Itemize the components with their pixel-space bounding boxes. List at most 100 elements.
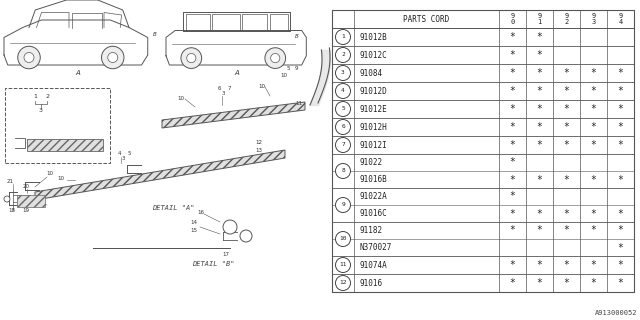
Polygon shape — [29, 0, 129, 28]
Text: 10: 10 — [57, 176, 64, 181]
Text: B: B — [295, 35, 299, 39]
Text: *: * — [591, 278, 596, 288]
Text: *: * — [536, 260, 543, 270]
Text: 9
3: 9 3 — [591, 13, 596, 25]
Text: 9
2: 9 2 — [564, 13, 568, 25]
Text: *: * — [509, 104, 515, 114]
Text: *: * — [536, 140, 543, 150]
Text: DETAIL "B": DETAIL "B" — [192, 261, 234, 267]
Text: *: * — [618, 140, 623, 150]
Text: *: * — [564, 260, 570, 270]
Text: *: * — [536, 122, 543, 132]
Text: A: A — [76, 70, 81, 76]
Text: *: * — [591, 86, 596, 96]
Text: *: * — [564, 226, 570, 236]
Bar — [27, 139, 103, 151]
Text: *: * — [509, 191, 515, 202]
Text: 6: 6 — [218, 86, 221, 91]
Text: 15: 15 — [190, 228, 197, 233]
Polygon shape — [4, 20, 148, 65]
Circle shape — [335, 119, 351, 134]
Circle shape — [335, 138, 351, 153]
Text: *: * — [509, 86, 515, 96]
Text: 18: 18 — [8, 208, 15, 213]
Text: 14: 14 — [190, 220, 197, 225]
Text: 1: 1 — [341, 35, 345, 39]
Text: B: B — [153, 33, 157, 37]
Bar — [332, 10, 634, 292]
Text: *: * — [618, 122, 623, 132]
Text: 9
0: 9 0 — [510, 13, 515, 25]
Text: 5: 5 — [128, 151, 131, 156]
Text: 3: 3 — [39, 108, 43, 113]
Text: 9: 9 — [341, 203, 345, 207]
Text: *: * — [564, 209, 570, 219]
Text: *: * — [509, 226, 515, 236]
Text: *: * — [536, 226, 543, 236]
Text: *: * — [509, 50, 515, 60]
Text: *: * — [536, 50, 543, 60]
Text: 2: 2 — [341, 52, 345, 58]
Text: 3: 3 — [122, 156, 125, 161]
Text: 9
4: 9 4 — [618, 13, 623, 25]
Text: 91022A: 91022A — [359, 192, 387, 201]
Text: *: * — [536, 278, 543, 288]
Circle shape — [271, 53, 280, 63]
Text: 9
1: 9 1 — [538, 13, 541, 25]
Text: N370027: N370027 — [359, 243, 392, 252]
Text: A913000052: A913000052 — [595, 310, 637, 316]
Text: *: * — [591, 68, 596, 78]
Bar — [5, 88, 110, 163]
Circle shape — [335, 258, 351, 273]
Text: *: * — [564, 86, 570, 96]
Text: 3: 3 — [222, 91, 225, 96]
Text: *: * — [618, 86, 623, 96]
Circle shape — [240, 230, 252, 242]
Circle shape — [4, 196, 10, 202]
Text: 10: 10 — [177, 96, 184, 101]
Text: 8: 8 — [341, 169, 345, 173]
Text: 91012B: 91012B — [359, 33, 387, 42]
Text: 1: 1 — [33, 94, 37, 99]
Text: 17: 17 — [222, 252, 229, 257]
Text: *: * — [618, 68, 623, 78]
Polygon shape — [35, 150, 285, 200]
Circle shape — [24, 52, 34, 62]
Text: 12: 12 — [255, 140, 262, 145]
Text: 91084: 91084 — [359, 68, 382, 77]
Text: *: * — [618, 104, 623, 114]
Text: 91012I: 91012I — [359, 140, 387, 149]
Text: *: * — [536, 174, 543, 185]
Text: 21: 21 — [7, 179, 14, 184]
Text: 91182: 91182 — [359, 226, 382, 235]
Text: *: * — [618, 260, 623, 270]
Text: 7: 7 — [228, 86, 232, 91]
Text: 4: 4 — [341, 89, 345, 93]
Text: 2: 2 — [45, 94, 49, 99]
Text: A: A — [235, 70, 239, 76]
Text: 10: 10 — [339, 236, 347, 242]
Text: *: * — [618, 174, 623, 185]
Circle shape — [102, 46, 124, 69]
Text: 13: 13 — [255, 148, 262, 153]
Text: *: * — [591, 104, 596, 114]
Text: 6: 6 — [341, 124, 345, 130]
Polygon shape — [166, 30, 307, 65]
Text: *: * — [591, 174, 596, 185]
Text: 91012D: 91012D — [359, 86, 387, 95]
Circle shape — [335, 29, 351, 44]
Text: PARTS CORD: PARTS CORD — [403, 14, 450, 23]
Circle shape — [335, 101, 351, 116]
Circle shape — [181, 48, 202, 68]
Text: *: * — [509, 174, 515, 185]
Text: *: * — [591, 226, 596, 236]
Text: 19: 19 — [22, 208, 29, 213]
Circle shape — [335, 66, 351, 81]
Text: *: * — [509, 260, 515, 270]
Text: *: * — [564, 122, 570, 132]
Text: 91012E: 91012E — [359, 105, 387, 114]
Circle shape — [335, 231, 351, 246]
Text: *: * — [509, 32, 515, 42]
Text: *: * — [536, 32, 543, 42]
Text: 91074A: 91074A — [359, 260, 387, 269]
